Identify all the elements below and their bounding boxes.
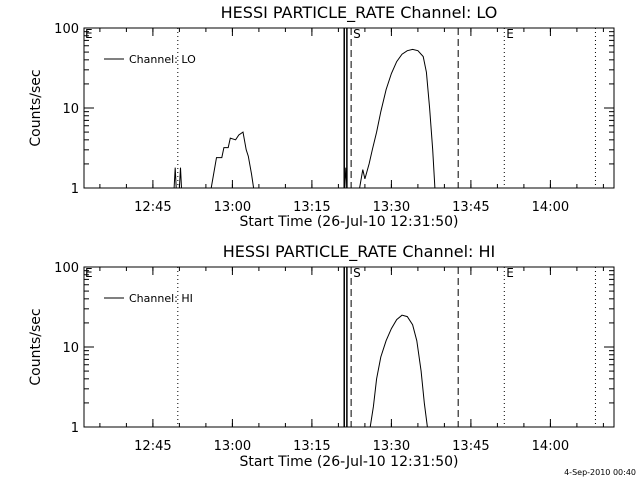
vline-marker-label: S [353, 266, 361, 280]
edge-marker-label: E [85, 27, 93, 41]
x-tick-label: 12:45 [134, 439, 171, 454]
x-tick-label: 13:15 [293, 200, 330, 215]
y-axis-label: Counts/sec [28, 308, 44, 385]
x-axis-label: Start Time (26-Jul-10 12:31:50) [239, 454, 458, 470]
timestamp-stamp: 4-Sep-2010 00:40 [564, 468, 636, 477]
edge-marker-label: E [85, 266, 93, 280]
series-line-1 [210, 131, 255, 189]
legend-entry: Channel: LO [129, 53, 196, 66]
x-tick-label: 13:00 [214, 200, 251, 215]
y-tick-label: 10 [62, 102, 79, 117]
series-line-1 [359, 48, 436, 189]
series-line-1 [344, 167, 348, 189]
x-tick-label: 14:00 [532, 200, 569, 215]
y-tick-label: 100 [54, 261, 79, 276]
vline-marker-label: E [506, 27, 514, 41]
chart-title: HESSI PARTICLE_RATE Channel: LO [221, 3, 498, 23]
chart-panel-1: HESSI PARTICLE_RATE Channel: LO Counts/se… [28, 3, 615, 230]
x-tick-label: 13:30 [373, 200, 410, 215]
x-tick-label: 13:15 [293, 439, 330, 454]
x-tick-label: 14:00 [532, 439, 569, 454]
series-line-1 [173, 167, 177, 189]
vline-marker-label: E [506, 266, 514, 280]
y-tick-label: 100 [54, 22, 79, 37]
y-axis-label: Counts/sec [28, 69, 44, 146]
series-line-1 [178, 167, 182, 189]
x-tick-label: 12:45 [134, 200, 171, 215]
x-tick-label: 13:45 [452, 439, 489, 454]
x-tick-label: 13:00 [214, 439, 251, 454]
x-tick-label: 13:30 [373, 439, 410, 454]
vline-marker-label: S [353, 27, 361, 41]
series-line-1 [369, 314, 428, 428]
panels: HESSI PARTICLE_RATE Channel: LO Counts/se… [28, 3, 615, 470]
y-tick-label: 10 [62, 341, 79, 356]
y-tick-label: 1 [71, 421, 79, 436]
y-tick-label: 1 [71, 182, 79, 197]
x-tick-label: 13:45 [452, 200, 489, 215]
chart-title: HESSI PARTICLE_RATE Channel: HI [223, 242, 496, 262]
legend-entry: Channel: HI [129, 292, 193, 305]
chart-panel-2: HESSI PARTICLE_RATE Channel: HI Counts/se… [28, 242, 615, 470]
x-axis-label: Start Time (26-Jul-10 12:31:50) [239, 214, 458, 230]
